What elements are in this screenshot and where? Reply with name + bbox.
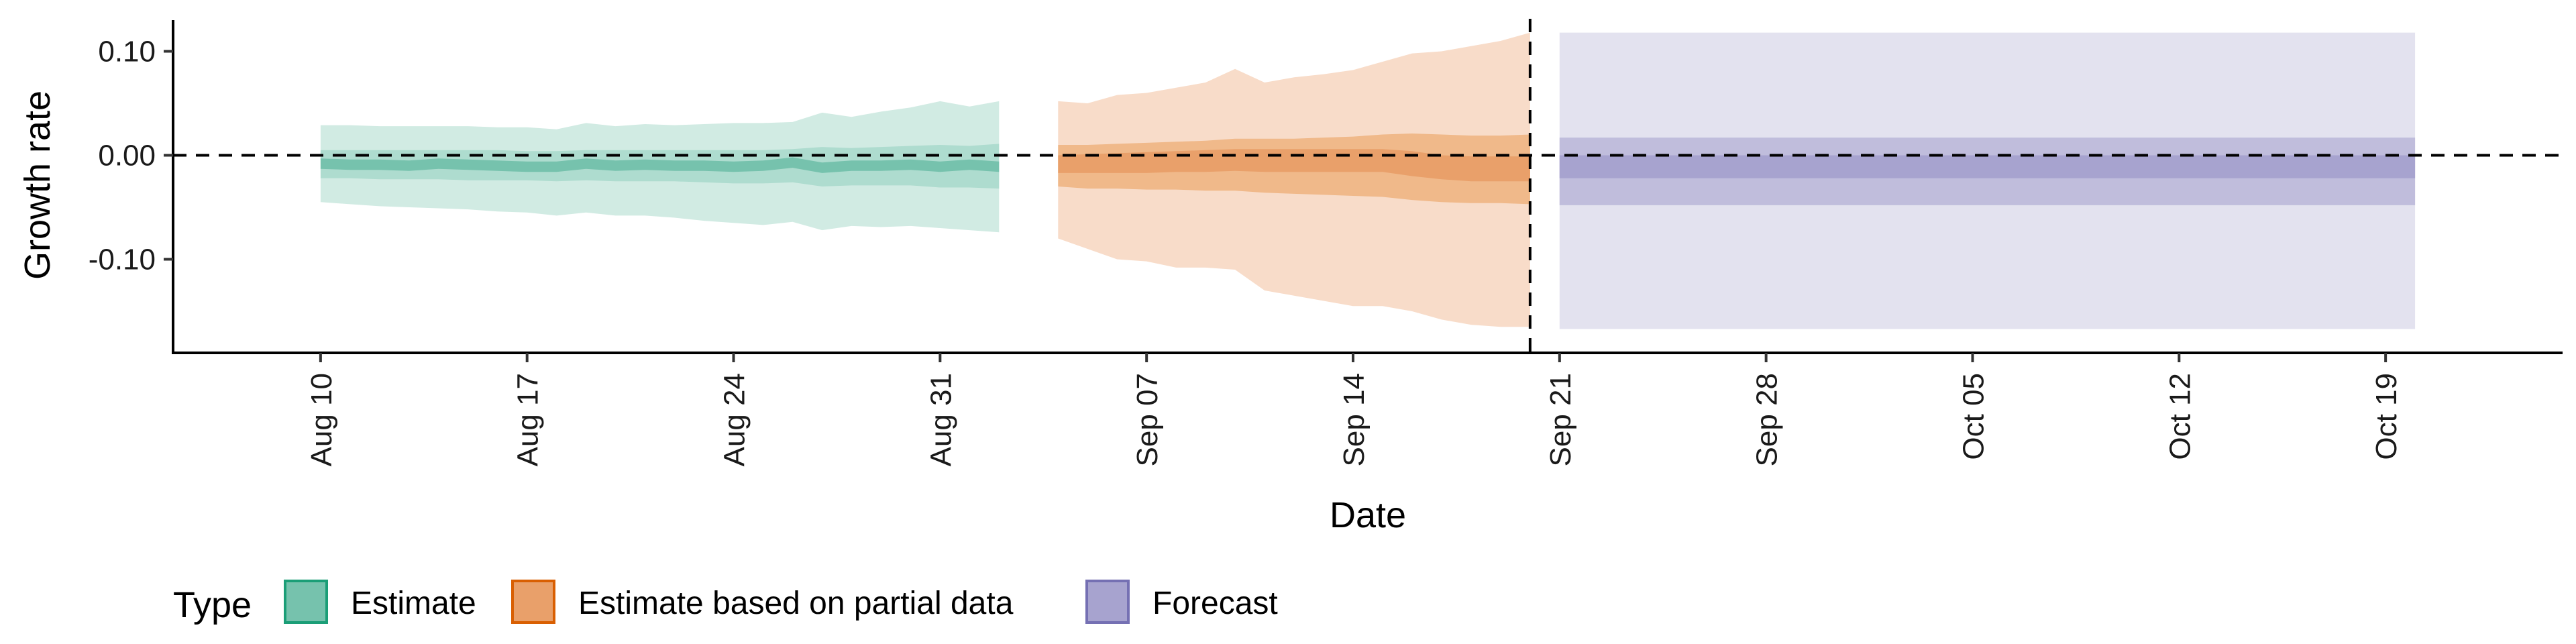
y-tick-label: -0.10 — [89, 244, 156, 276]
legend-label: Estimate — [351, 586, 476, 621]
x-tick-label: Oct 12 — [2163, 373, 2196, 460]
y-axis-ticks: 0.10 0.00 -0.10 — [89, 36, 173, 276]
x-tick-label: Aug 10 — [305, 373, 338, 466]
band-inner-series-1 — [1058, 149, 1530, 182]
band-inner-series-0 — [320, 157, 1000, 173]
x-axis-title: Date — [1330, 495, 1406, 535]
y-tick-label: 0.00 — [98, 140, 156, 172]
x-axis-ticks: Aug 10 Aug 17 Aug 24 Aug 31 Sep 07 Sep 14 Sep … — [305, 353, 2403, 466]
legend-swatch — [511, 580, 555, 624]
legend-swatch — [284, 580, 328, 624]
x-tick-label: Aug 24 — [718, 373, 751, 466]
x-tick-label: Sep 07 — [1131, 373, 1164, 466]
x-tick-label: Sep 21 — [1544, 373, 1577, 466]
legend-title: Type — [173, 585, 252, 625]
y-axis-title: Growth rate — [17, 91, 58, 280]
legend-swatch — [1085, 580, 1130, 624]
x-tick-label: Oct 05 — [1957, 373, 1990, 460]
x-tick-label: Sep 14 — [1338, 373, 1371, 466]
x-tick-label: Aug 31 — [924, 373, 957, 466]
legend-label: Forecast — [1152, 586, 1278, 621]
x-tick-label: Aug 17 — [512, 373, 545, 466]
band-inner-series-2 — [1559, 155, 2416, 178]
x-tick-label: Oct 19 — [2370, 373, 2403, 460]
x-tick-label: Sep 28 — [1751, 373, 1784, 466]
y-tick-label: 0.10 — [98, 36, 156, 68]
legend-label: Estimate based on partial data — [578, 586, 1014, 621]
legend: Type Estimate Estimate based on partial d… — [173, 580, 1278, 625]
series-bands — [320, 32, 2416, 329]
